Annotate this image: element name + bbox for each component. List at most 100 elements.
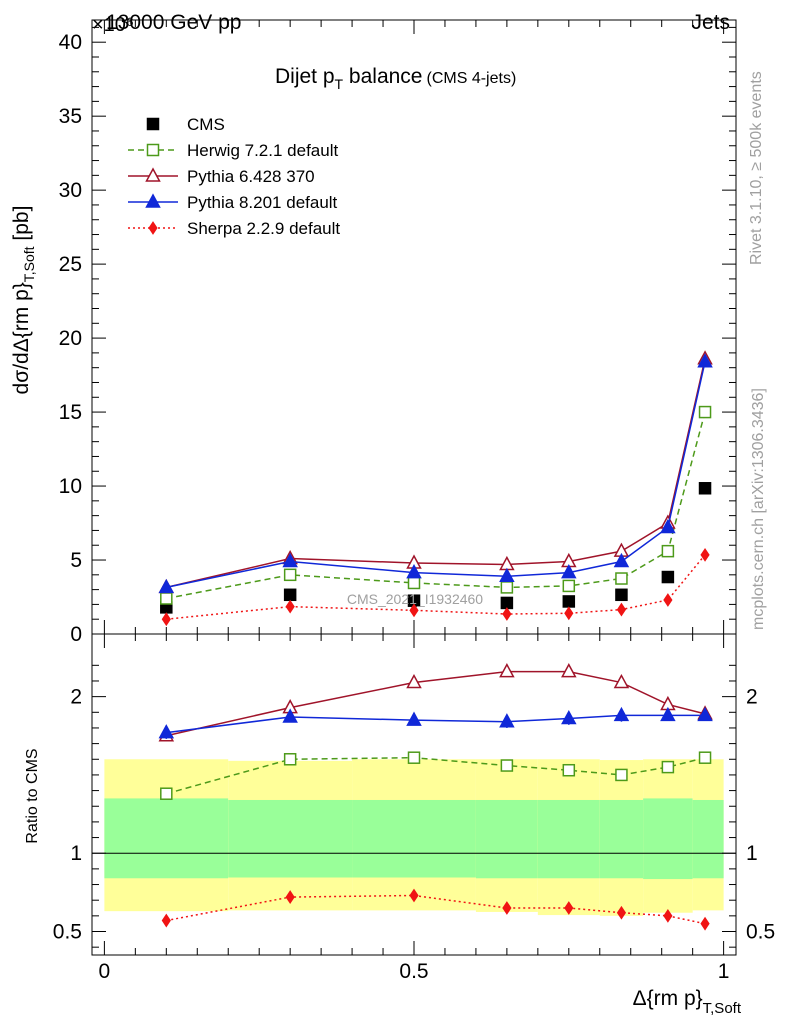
legend-marker-cms (146, 117, 160, 131)
legend-marker-sherpa-2-2-9-default (148, 221, 158, 235)
legend-label-herwig-7-2-1-default: Herwig 7.2.1 default (187, 141, 338, 160)
main-point-herwig-7-2-1-default (160, 592, 173, 605)
legend-label-pythia-8-201-default: Pythia 8.201 default (187, 193, 338, 212)
main-point-pythia-8-201-default (158, 578, 175, 594)
legend-entry-herwig-7-2-1-default: Herwig 7.2.1 default (128, 141, 338, 160)
main-point-pythia-8-201-default (660, 518, 676, 534)
main-point-pythia-8-201-default (499, 567, 515, 583)
ratio-panel-series (158, 663, 713, 931)
legend-marker-pythia-6-428-370 (145, 167, 161, 182)
main-line-herwig-7-2-1-default (166, 411, 706, 600)
ratio-point-pythia-8-201-default (697, 706, 713, 722)
ratio-series-pythia-6-428-370 (158, 663, 713, 742)
main-point-herwig-7-2-1-default (283, 568, 297, 582)
ratio-point-pythia-6-428-370 (561, 663, 577, 678)
main-point-herwig-7-2-1-default (615, 572, 628, 585)
x-axis-label: Δ{rm p}T,Soft (633, 987, 742, 1017)
ratio-y-tick-label: 2 (70, 686, 82, 709)
legend-label-cms: CMS (187, 115, 225, 134)
main-point-pythia-8-201-default (282, 552, 298, 568)
main-point-sherpa-2-2-9-default (663, 593, 673, 607)
ratio-y-axis-label: Ratio to CMS (24, 748, 41, 843)
ratio-line-sherpa-2-2-9-default (166, 894, 706, 925)
stat-uncertainty-band (643, 798, 693, 880)
ratio-point-pythia-6-428-370 (499, 663, 515, 678)
main-y-tick-label: 20 (59, 327, 82, 350)
ratio-point-herwig-7-2-1-default (407, 751, 421, 764)
x-tick-label: 0 (99, 960, 111, 983)
ratio-point-sherpa-2-2-9-default (564, 901, 574, 915)
main-point-cms (283, 588, 297, 602)
ratio-point-herwig-7-2-1-default (615, 768, 628, 782)
ratio-y-tick-label: 0.5 (53, 921, 82, 944)
ratio-point-herwig-7-2-1-default (160, 787, 173, 800)
main-point-sherpa-2-2-9-default (409, 603, 419, 618)
main-panel-frame (91, 19, 737, 635)
main-point-herwig-7-2-1-default (698, 405, 712, 419)
main-point-cms (698, 482, 712, 495)
ratio-y-tick-label-right: 2 (746, 686, 758, 709)
mcplots-label: mcplots.cern.ch [arXiv:1306.3436] (750, 388, 767, 630)
main-point-sherpa-2-2-9-default (564, 606, 574, 621)
main-y-tick-label: 40 (59, 31, 82, 54)
legend: CMS Herwig 7.2.1 default Pythia 6.428 370 P… (128, 115, 340, 238)
main-point-pythia-8-201-default (406, 564, 422, 579)
main-point-sherpa-2-2-9-default (502, 607, 512, 621)
legend-entry-cms: CMS (146, 115, 225, 134)
ratio-point-herwig-7-2-1-default (661, 760, 675, 774)
main-point-pythia-8-201-default (613, 552, 630, 568)
ratio-series-herwig-7-2-1-default (160, 751, 712, 800)
ratio-point-pythia-8-201-default (613, 706, 630, 722)
main-point-pythia-8-201-default (561, 564, 577, 579)
ratio-point-pythia-8-201-default (561, 709, 577, 725)
stat-uncertainty-band (537, 799, 600, 879)
legend-label-pythia-6-428-370: Pythia 6.428 370 (187, 167, 315, 186)
main-point-cms (661, 570, 675, 584)
process-label: Jets (691, 11, 730, 34)
stat-uncertainty-band (228, 799, 353, 878)
main-point-cms (615, 588, 628, 602)
ratio-point-sherpa-2-2-9-default (502, 901, 512, 915)
ratio-point-sherpa-2-2-9-default (663, 908, 673, 923)
main-point-herwig-7-2-1-default (661, 544, 675, 558)
ratio-series-sherpa-2-2-9-default (161, 888, 710, 931)
axis-ticks: 0 5 10 15 20 25 30 35 40 0 0.5 1 0.5 0.5 1 1 2 2 (53, 20, 775, 983)
ratio-point-herwig-7-2-1-default (698, 751, 712, 764)
main-point-sherpa-2-2-9-default (285, 599, 295, 614)
stat-uncertainty-band (104, 798, 229, 879)
main-series-herwig-7-2-1-default (160, 405, 712, 605)
main-y-tick-label: 0 (70, 623, 82, 646)
ratio-point-herwig-7-2-1-default (283, 753, 297, 766)
main-y-tick-label: 10 (59, 475, 82, 498)
main-y-tick-label: 35 (59, 105, 82, 128)
main-series-pythia-8-201-default (158, 353, 713, 594)
main-point-herwig-7-2-1-default (562, 579, 576, 593)
legend-marker-pythia-8-201-default (145, 193, 161, 208)
ratio-y-tick-label: 1 (70, 842, 82, 865)
plot-title: Dijet pT balance (CMS 4-jets) (275, 65, 516, 92)
main-y-tick-label: 15 (59, 401, 82, 424)
main-panel-series (158, 350, 713, 627)
main-y-tick-label: 25 (59, 253, 82, 276)
stat-uncertainty-band (475, 799, 538, 879)
main-point-herwig-7-2-1-default (500, 581, 514, 594)
ratio-point-sherpa-2-2-9-default (161, 913, 171, 928)
main-point-pythia-8-201-default (697, 353, 713, 368)
legend-entry-pythia-6-428-370: Pythia 6.428 370 (128, 167, 315, 186)
x-tick-label: 0.5 (399, 960, 428, 983)
ratio-point-sherpa-2-2-9-default (700, 916, 710, 931)
ratio-point-pythia-6-428-370 (613, 673, 630, 689)
ratio-uncertainty-bands (92, 759, 736, 916)
energy-label: 13000 GeV pp (106, 11, 241, 34)
ratio-point-sherpa-2-2-9-default (616, 905, 627, 920)
ratio-point-pythia-8-201-default (158, 724, 175, 739)
rivet-version-label: Rivet 3.1.10, ≥ 500k events (748, 71, 765, 265)
ratio-series-pythia-8-201-default (158, 706, 713, 739)
ratio-point-pythia-8-201-default (282, 708, 298, 723)
ratio-point-pythia-8-201-default (499, 713, 515, 728)
legend-marker-herwig-7-2-1-default (146, 143, 160, 157)
ratio-line-pythia-6-428-370 (166, 670, 706, 737)
x-tick-label: 1 (718, 960, 730, 983)
ratio-point-sherpa-2-2-9-default (285, 890, 295, 904)
